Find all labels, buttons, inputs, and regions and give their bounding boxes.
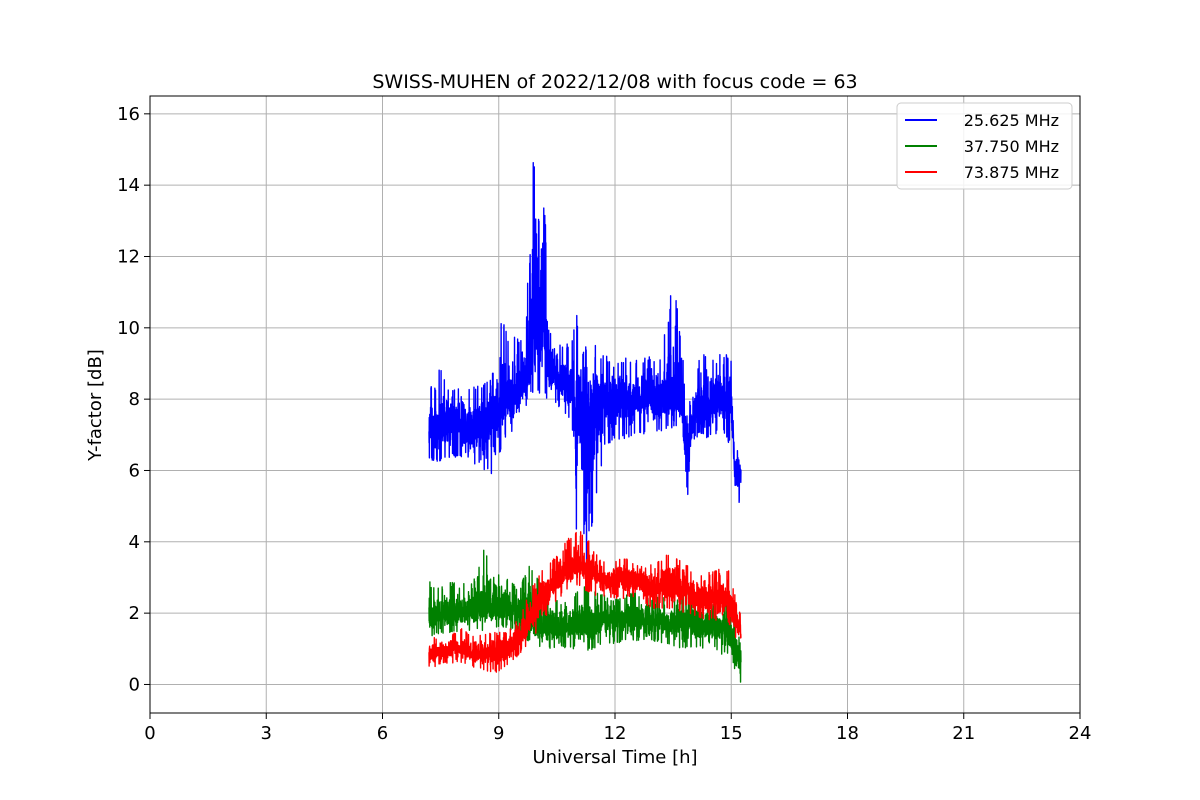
y-tick-label: 8 xyxy=(129,389,140,410)
legend-label: 25.625 MHz xyxy=(964,111,1059,130)
y-tick-label: 10 xyxy=(117,318,140,339)
y-tick-label: 4 xyxy=(129,532,140,553)
chart-title: SWISS-MUHEN of 2022/12/08 with focus cod… xyxy=(372,71,857,93)
y-tick-label: 2 xyxy=(129,603,140,624)
x-tick-label: 0 xyxy=(144,723,155,744)
legend-label: 73.875 MHz xyxy=(964,163,1059,182)
x-axis: 0 3 6 9 12 15 18 21 24 xyxy=(144,713,1091,744)
x-tick-label: 21 xyxy=(952,723,975,744)
series-line xyxy=(428,531,742,673)
series-line xyxy=(428,162,742,610)
legend-label: 37.750 MHz xyxy=(964,137,1059,156)
x-tick-label: 9 xyxy=(493,723,504,744)
x-tick-label: 6 xyxy=(377,723,388,744)
legend-box xyxy=(896,102,1073,190)
legend: 25.625 MHz 37.750 MHz 73.875 MHz xyxy=(896,102,1073,190)
x-tick-label: 24 xyxy=(1069,723,1092,744)
y-axis-title: Y-factor [dB] xyxy=(85,349,106,462)
y-tick-label: 6 xyxy=(129,460,140,481)
x-tick-label: 15 xyxy=(720,723,743,744)
y-tick-label: 14 xyxy=(117,175,140,196)
y-tick-label: 12 xyxy=(117,246,140,267)
series-layer xyxy=(428,162,742,683)
y-tick-label: 0 xyxy=(129,674,140,695)
series-line xyxy=(428,549,742,683)
x-tick-label: 3 xyxy=(261,723,272,744)
x-tick-label: 12 xyxy=(604,723,627,744)
x-tick-label: 18 xyxy=(836,723,859,744)
y-axis: 0 2 4 6 8 10 12 14 16 xyxy=(117,104,150,695)
y-tick-label: 16 xyxy=(117,104,140,125)
x-axis-title: Universal Time [h] xyxy=(532,747,697,768)
